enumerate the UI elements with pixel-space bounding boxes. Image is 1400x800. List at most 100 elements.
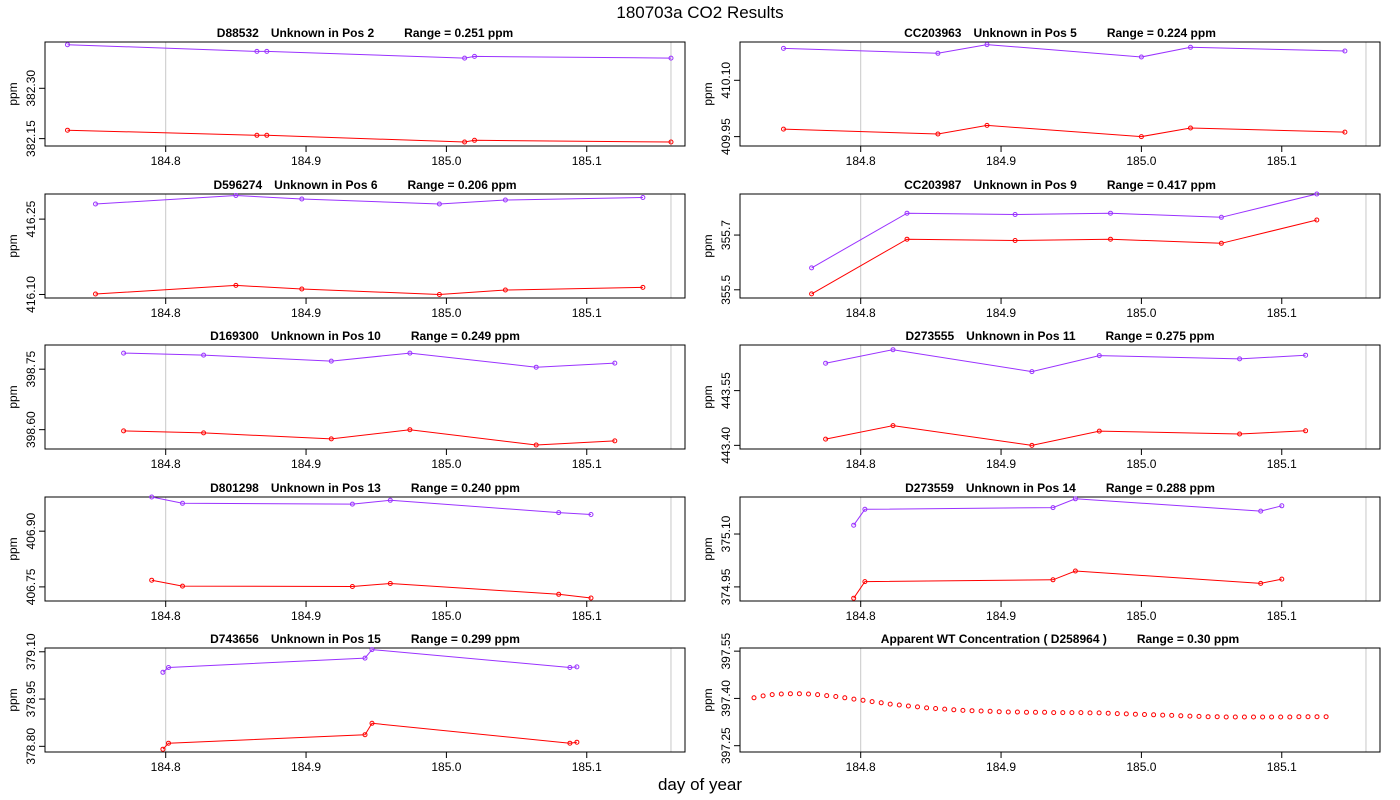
data-point xyxy=(1072,496,1078,502)
data-point xyxy=(924,705,930,711)
x-tick-label: 184.8 xyxy=(151,609,181,623)
chart-panel-5-svg: D273555 Unknown in Pos 11 Range = 0.275 pp… xyxy=(701,329,1381,471)
data-point xyxy=(1214,714,1220,720)
data-point xyxy=(1237,356,1243,362)
y-tick-label: 374.95 xyxy=(719,568,733,605)
series-line-upper xyxy=(811,193,1317,269)
data-point xyxy=(751,695,757,701)
data-point xyxy=(904,210,910,216)
series-line-lower xyxy=(853,570,1282,599)
data-point xyxy=(1005,709,1011,715)
data-point xyxy=(93,291,98,297)
series-line-upper xyxy=(123,352,615,368)
panel-title: Apparent WT Concentration ( D258964 ) Ran… xyxy=(881,632,1239,646)
y-axis-label: ppm xyxy=(701,82,715,105)
data-point xyxy=(369,720,375,726)
x-tick-label: 184.9 xyxy=(291,609,321,623)
data-point xyxy=(502,287,508,293)
data-point xyxy=(1314,191,1320,197)
x-tick-label: 184.8 xyxy=(151,760,181,774)
data-point xyxy=(201,352,207,358)
plot-frame xyxy=(44,647,686,753)
data-point xyxy=(472,137,477,143)
data-point xyxy=(233,193,239,198)
x-tick-label: 185.0 xyxy=(1126,609,1156,623)
data-point xyxy=(407,427,413,433)
data-point xyxy=(823,436,829,442)
data-point xyxy=(851,595,857,601)
series-line-lower xyxy=(825,425,1306,446)
panel-title-id: D273559 xyxy=(905,481,954,495)
data-point xyxy=(809,265,815,271)
data-point xyxy=(121,350,127,356)
data-point xyxy=(905,703,911,709)
panel-title-range: Range = 0.417 ppm xyxy=(1107,178,1216,192)
data-point xyxy=(1279,576,1285,582)
data-point xyxy=(180,500,185,506)
data-point xyxy=(787,691,793,697)
data-point xyxy=(1078,710,1084,716)
data-point xyxy=(201,430,207,436)
y-axis-label: ppm xyxy=(6,688,20,711)
data-point xyxy=(1196,713,1202,719)
series-line-lower xyxy=(95,284,643,296)
data-point xyxy=(180,583,185,589)
data-point xyxy=(1108,236,1113,242)
panel-title-range: Range = 0.251 ppm xyxy=(404,26,513,40)
y-axis-label: ppm xyxy=(701,385,715,408)
data-point xyxy=(1178,713,1184,719)
panel-title: D169300 Unknown in Pos 10 Range = 0.249 pp… xyxy=(210,329,520,343)
panel-title-id: D801298 xyxy=(210,481,259,495)
data-point xyxy=(1014,709,1020,715)
data-point xyxy=(472,53,477,59)
data-point xyxy=(1279,503,1285,509)
data-point xyxy=(878,700,884,706)
data-point xyxy=(233,282,239,288)
data-point xyxy=(1205,714,1211,720)
data-point xyxy=(1051,710,1057,716)
data-point xyxy=(1269,714,1275,720)
y-tick-label: 355.5 xyxy=(719,274,733,304)
panel-9: Apparent WT Concentration ( D258964 ) Ran… xyxy=(701,632,1381,774)
panel-title-range: Range = 0.288 ppm xyxy=(1106,481,1215,495)
panel-title: D273555 Unknown in Pos 11 Range = 0.275 pp… xyxy=(905,329,1214,343)
data-point xyxy=(1151,712,1157,718)
data-point xyxy=(407,350,413,356)
data-point xyxy=(160,746,166,752)
series-line-lower xyxy=(151,579,592,599)
data-point xyxy=(556,510,562,516)
y-axis-label: ppm xyxy=(701,688,715,711)
panel-title-pos: Unknown in Pos 13 xyxy=(271,481,381,495)
x-tick-label: 185.0 xyxy=(431,154,461,168)
data-point xyxy=(1232,714,1238,720)
data-point xyxy=(1323,714,1329,720)
y-tick-label: 398.60 xyxy=(24,411,38,448)
data-point xyxy=(1096,428,1102,434)
y-axis-label: ppm xyxy=(6,537,20,560)
x-tick-label: 185.1 xyxy=(1267,457,1297,471)
chart-panel-7-svg: D273559 Unknown in Pos 14 Range = 0.288 pp… xyxy=(701,481,1381,623)
data-point xyxy=(1305,714,1311,720)
y-tick-label: 406.75 xyxy=(24,568,38,605)
data-point xyxy=(951,707,957,713)
x-tick-label: 184.9 xyxy=(986,306,1016,320)
x-tick-label: 185.0 xyxy=(1126,306,1156,320)
data-point xyxy=(149,577,155,583)
data-point xyxy=(533,364,539,370)
data-point xyxy=(567,665,573,670)
data-point xyxy=(860,697,866,703)
data-point xyxy=(890,347,896,353)
data-point xyxy=(436,201,442,207)
data-point xyxy=(984,42,990,48)
data-point xyxy=(796,691,802,697)
data-point xyxy=(462,139,468,145)
panel-8: D743656 Unknown in Pos 15 Range = 0.299 pp… xyxy=(6,632,686,774)
y-tick-label: 443.55 xyxy=(719,372,733,409)
data-point xyxy=(935,50,941,56)
panel-title-id: D743656 xyxy=(210,632,259,646)
data-point xyxy=(1050,577,1056,583)
data-point xyxy=(387,581,393,586)
panel-title-id: CC203987 xyxy=(904,178,962,192)
data-point xyxy=(1096,353,1102,359)
x-tick-label: 184.8 xyxy=(846,760,876,774)
